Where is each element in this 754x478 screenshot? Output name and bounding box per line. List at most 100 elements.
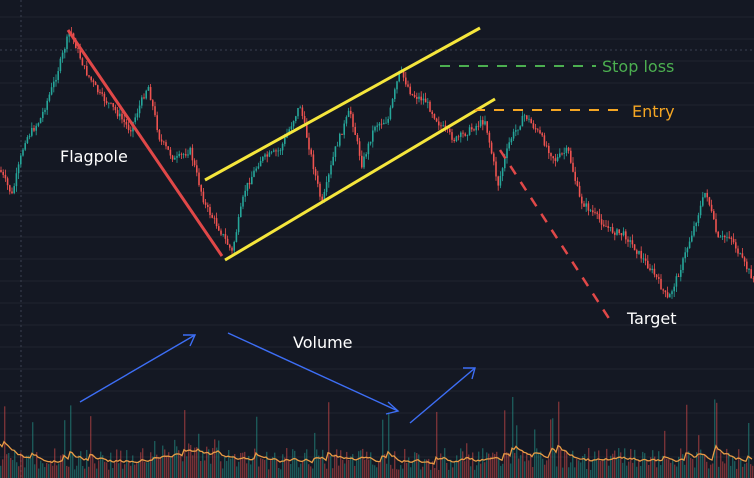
- candle-body: [574, 171, 576, 181]
- candle-body: [33, 127, 35, 131]
- volume-bar: [570, 462, 572, 478]
- candle-body: [605, 225, 607, 227]
- volume-bar: [272, 456, 274, 478]
- volume-bar: [714, 399, 716, 478]
- volume-bar: [210, 463, 212, 478]
- volume-bar: [438, 469, 440, 478]
- candle-body: [424, 98, 427, 103]
- volume-bar: [174, 439, 176, 478]
- candle-body: [669, 294, 671, 298]
- candle-body: [616, 229, 618, 235]
- candle-body: [583, 203, 585, 207]
- candle-body: [28, 135, 31, 138]
- volume-bar: [634, 449, 636, 478]
- candle-body: [497, 176, 499, 186]
- volume-bar: [20, 452, 22, 478]
- candle-body: [530, 118, 532, 124]
- candle-body: [550, 153, 552, 157]
- candle-body: [548, 145, 550, 154]
- candle-body: [361, 155, 363, 168]
- candle-body: [196, 165, 198, 173]
- volume-bar: [286, 448, 288, 478]
- candle-body: [394, 89, 396, 100]
- candle-body: [688, 241, 691, 249]
- candle-body: [292, 120, 295, 127]
- candle-body: [332, 156, 334, 166]
- candle-body: [383, 122, 385, 125]
- volume-bar: [706, 461, 708, 478]
- volume-bar: [58, 463, 60, 478]
- volume-bar: [162, 445, 164, 478]
- volume-bar: [356, 460, 358, 478]
- volume-bar: [692, 459, 694, 478]
- candle-body: [506, 148, 508, 159]
- candle-body: [4, 174, 7, 179]
- candle-body: [710, 204, 713, 212]
- candle-body: [607, 226, 609, 228]
- volume-bar: [322, 449, 324, 478]
- candle-body: [134, 117, 136, 123]
- volume-bar: [260, 458, 262, 478]
- volume-bar: [620, 452, 622, 478]
- volume-bar: [172, 455, 174, 478]
- volume-bar: [100, 451, 102, 478]
- volume-bar: [542, 458, 544, 478]
- volume-bar: [66, 465, 68, 478]
- candle-body: [666, 292, 669, 298]
- volume-bar: [740, 458, 742, 478]
- candle-body: [691, 235, 693, 242]
- candle-body: [343, 123, 345, 135]
- volume-bar: [394, 451, 396, 478]
- volume-bar: [98, 460, 100, 478]
- volume-bar: [486, 452, 488, 478]
- volume-bar: [104, 461, 106, 478]
- candle-body: [191, 147, 194, 161]
- candle-body: [743, 257, 746, 262]
- volume-bar: [340, 450, 342, 478]
- volume-bar: [182, 461, 184, 478]
- candle-body: [138, 105, 141, 114]
- volume-bar: [288, 460, 290, 478]
- candle-body: [306, 122, 308, 138]
- candle-body: [244, 190, 246, 197]
- candle-body: [356, 134, 359, 142]
- candle-body: [189, 147, 191, 155]
- volume-bar: [698, 435, 700, 478]
- volume-bar: [446, 462, 448, 478]
- volume-bar: [96, 468, 98, 478]
- candle-body: [552, 156, 554, 159]
- volume-bar: [348, 459, 350, 478]
- candle-body: [658, 277, 660, 279]
- volume-bar: [136, 462, 138, 478]
- candle-body: [145, 90, 147, 99]
- volume-bar: [170, 457, 172, 478]
- candle-body: [105, 101, 108, 104]
- candle-body: [165, 142, 167, 147]
- volume-bar: [224, 456, 226, 478]
- candle-body: [554, 158, 557, 161]
- volume-bar: [156, 454, 158, 478]
- candle-body: [717, 231, 719, 238]
- candle-body: [567, 147, 570, 151]
- candle-body: [297, 107, 299, 117]
- volume-bar: [154, 441, 156, 478]
- volume-bar: [478, 451, 480, 478]
- candle-body: [611, 227, 614, 233]
- candle-body: [587, 203, 590, 211]
- volume-bar: [390, 464, 392, 478]
- target-projection-line: [498, 149, 612, 321]
- candle-body: [726, 236, 728, 238]
- volume-bar: [420, 469, 422, 478]
- volume-bar: [274, 452, 276, 478]
- volume-bar: [418, 454, 420, 478]
- volume-bar: [702, 454, 704, 478]
- candle-body: [112, 103, 114, 107]
- volume-bar: [68, 466, 70, 478]
- candle-body: [220, 230, 222, 235]
- candle-body: [493, 153, 495, 162]
- volume-bar: [562, 467, 564, 478]
- volume-bar: [372, 464, 374, 478]
- candle-body: [449, 129, 451, 133]
- volume-bar: [684, 464, 686, 478]
- volume-bar: [462, 451, 464, 478]
